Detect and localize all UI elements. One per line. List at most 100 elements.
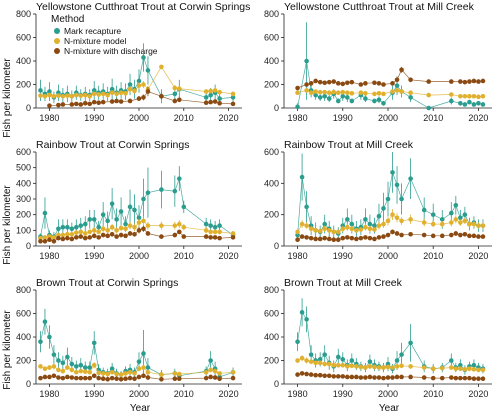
data-point	[372, 91, 377, 97]
data-point	[421, 375, 427, 380]
x-tick-label: 2000	[129, 389, 149, 399]
data-point	[372, 98, 377, 104]
data-point	[96, 375, 101, 381]
data-point	[399, 374, 404, 380]
data-point	[203, 95, 209, 100]
data-point	[47, 92, 52, 98]
data-point	[60, 375, 66, 381]
data-point	[340, 357, 346, 362]
data-point	[127, 204, 133, 210]
data-point	[87, 235, 93, 240]
y-tick-label: 400	[16, 332, 31, 342]
data-point	[394, 215, 400, 221]
data-point	[136, 359, 142, 364]
x-tick-label: 2010	[423, 251, 443, 261]
data-point	[453, 231, 459, 236]
series-n-mixture	[38, 362, 236, 377]
data-point	[230, 375, 236, 381]
data-point	[381, 91, 386, 97]
panel-title: Brown Trout at Mill Creek	[284, 277, 403, 289]
data-point	[471, 367, 477, 372]
y-tick-label: 200	[16, 356, 31, 366]
data-point	[322, 361, 327, 367]
data-point	[208, 358, 213, 363]
data-point	[38, 93, 43, 98]
data-point	[127, 98, 133, 104]
data-point	[335, 98, 341, 104]
chart-panel: Rainbow Trout at Corwin Springs 0 100 200 30…	[16, 139, 242, 261]
data-point	[326, 236, 332, 242]
y-tick-label: 400	[264, 332, 279, 342]
data-point	[349, 358, 355, 363]
data-point	[87, 365, 93, 370]
data-point	[345, 364, 350, 369]
data-point	[172, 371, 178, 376]
data-point	[78, 375, 84, 381]
data-point	[340, 89, 346, 95]
x-tick-label: 2000	[129, 251, 149, 261]
data-point	[230, 235, 236, 240]
y-tick-label: 400	[16, 56, 31, 66]
data-point	[367, 374, 373, 380]
data-point	[308, 352, 314, 357]
data-point	[141, 373, 146, 379]
data-point	[308, 235, 314, 241]
data-point	[326, 90, 332, 96]
data-point	[123, 376, 128, 382]
data-point	[109, 375, 115, 381]
data-point	[304, 223, 309, 228]
data-point	[51, 352, 57, 357]
data-point	[340, 81, 346, 87]
data-point	[145, 375, 151, 380]
data-point	[91, 91, 97, 97]
data-point	[91, 217, 97, 222]
y-tick-label: 200	[264, 80, 279, 90]
data-point	[109, 99, 115, 104]
data-point	[208, 88, 213, 94]
data-point	[96, 100, 101, 106]
data-point	[74, 375, 79, 381]
data-point	[408, 217, 413, 222]
data-point	[87, 375, 93, 381]
data-point	[376, 97, 382, 103]
y-tick-label: 0	[26, 103, 31, 113]
data-point	[47, 334, 52, 340]
data-point	[105, 228, 110, 233]
data-point	[38, 375, 43, 381]
data-point	[467, 79, 472, 84]
data-point	[177, 376, 182, 382]
data-point	[458, 362, 463, 368]
legend-label-n-mixture-discharge: N-mixture with discharge	[64, 46, 158, 56]
data-point	[145, 365, 151, 370]
data-point	[349, 235, 355, 241]
data-point	[458, 232, 463, 238]
data-point	[304, 82, 309, 87]
data-point	[430, 366, 436, 372]
x-tick-label: 2000	[378, 251, 398, 261]
data-point	[47, 374, 52, 380]
data-point	[385, 218, 391, 224]
data-point	[376, 81, 382, 86]
data-point	[114, 228, 119, 233]
data-point	[304, 88, 309, 93]
data-point	[467, 99, 472, 105]
data-point	[376, 213, 382, 219]
data-point	[394, 364, 400, 369]
data-point	[345, 374, 350, 380]
data-point	[372, 236, 377, 242]
data-point	[96, 224, 101, 230]
data-point	[212, 375, 218, 380]
data-point	[118, 232, 124, 238]
data-point	[458, 375, 463, 381]
data-point	[295, 104, 300, 110]
data-point	[476, 223, 481, 228]
data-point	[476, 101, 481, 106]
data-point	[132, 88, 137, 94]
data-point	[394, 83, 400, 88]
data-point	[322, 221, 327, 227]
data-point	[399, 196, 404, 202]
y-tick-label: 400	[16, 178, 31, 188]
series-mark-recapture	[38, 166, 236, 242]
data-point	[295, 339, 300, 345]
data-point	[132, 224, 137, 230]
